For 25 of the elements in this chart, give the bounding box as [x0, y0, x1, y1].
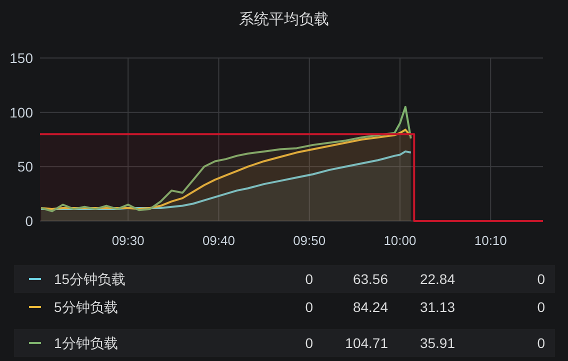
x-tick-label: 09:30 [112, 233, 144, 248]
legend-label: 15分钟负载 [54, 271, 126, 287]
y-tick-label: 0 [25, 213, 34, 229]
text: 0 [537, 335, 546, 351]
legend-label: 5分钟负载 [54, 299, 118, 315]
text: 104.71 [345, 335, 388, 351]
text: 22.84 [420, 271, 456, 287]
y-tick-label: 150 [10, 50, 34, 66]
chart-title: 系统平均负载 [239, 11, 329, 28]
y-tick-label: 100 [10, 104, 34, 120]
x-tick-label: 10:00 [384, 233, 416, 248]
text: 63.56 [352, 271, 388, 287]
legend-label: 1分钟负载 [54, 335, 118, 351]
text: 0 [305, 335, 314, 351]
x-tick-label: 09:40 [202, 233, 236, 248]
text: 0 [305, 271, 314, 287]
y-tick-label: 50 [17, 158, 34, 175]
x-tick-label: 09:50 [293, 233, 326, 248]
text: 84.24 [352, 299, 388, 315]
text: 0 [537, 271, 546, 287]
text: 0 [305, 299, 314, 315]
x-tick-label: 10:10 [474, 233, 507, 248]
text: 0 [537, 299, 546, 315]
text: 35.91 [420, 335, 456, 351]
text: 31.13 [420, 299, 456, 315]
